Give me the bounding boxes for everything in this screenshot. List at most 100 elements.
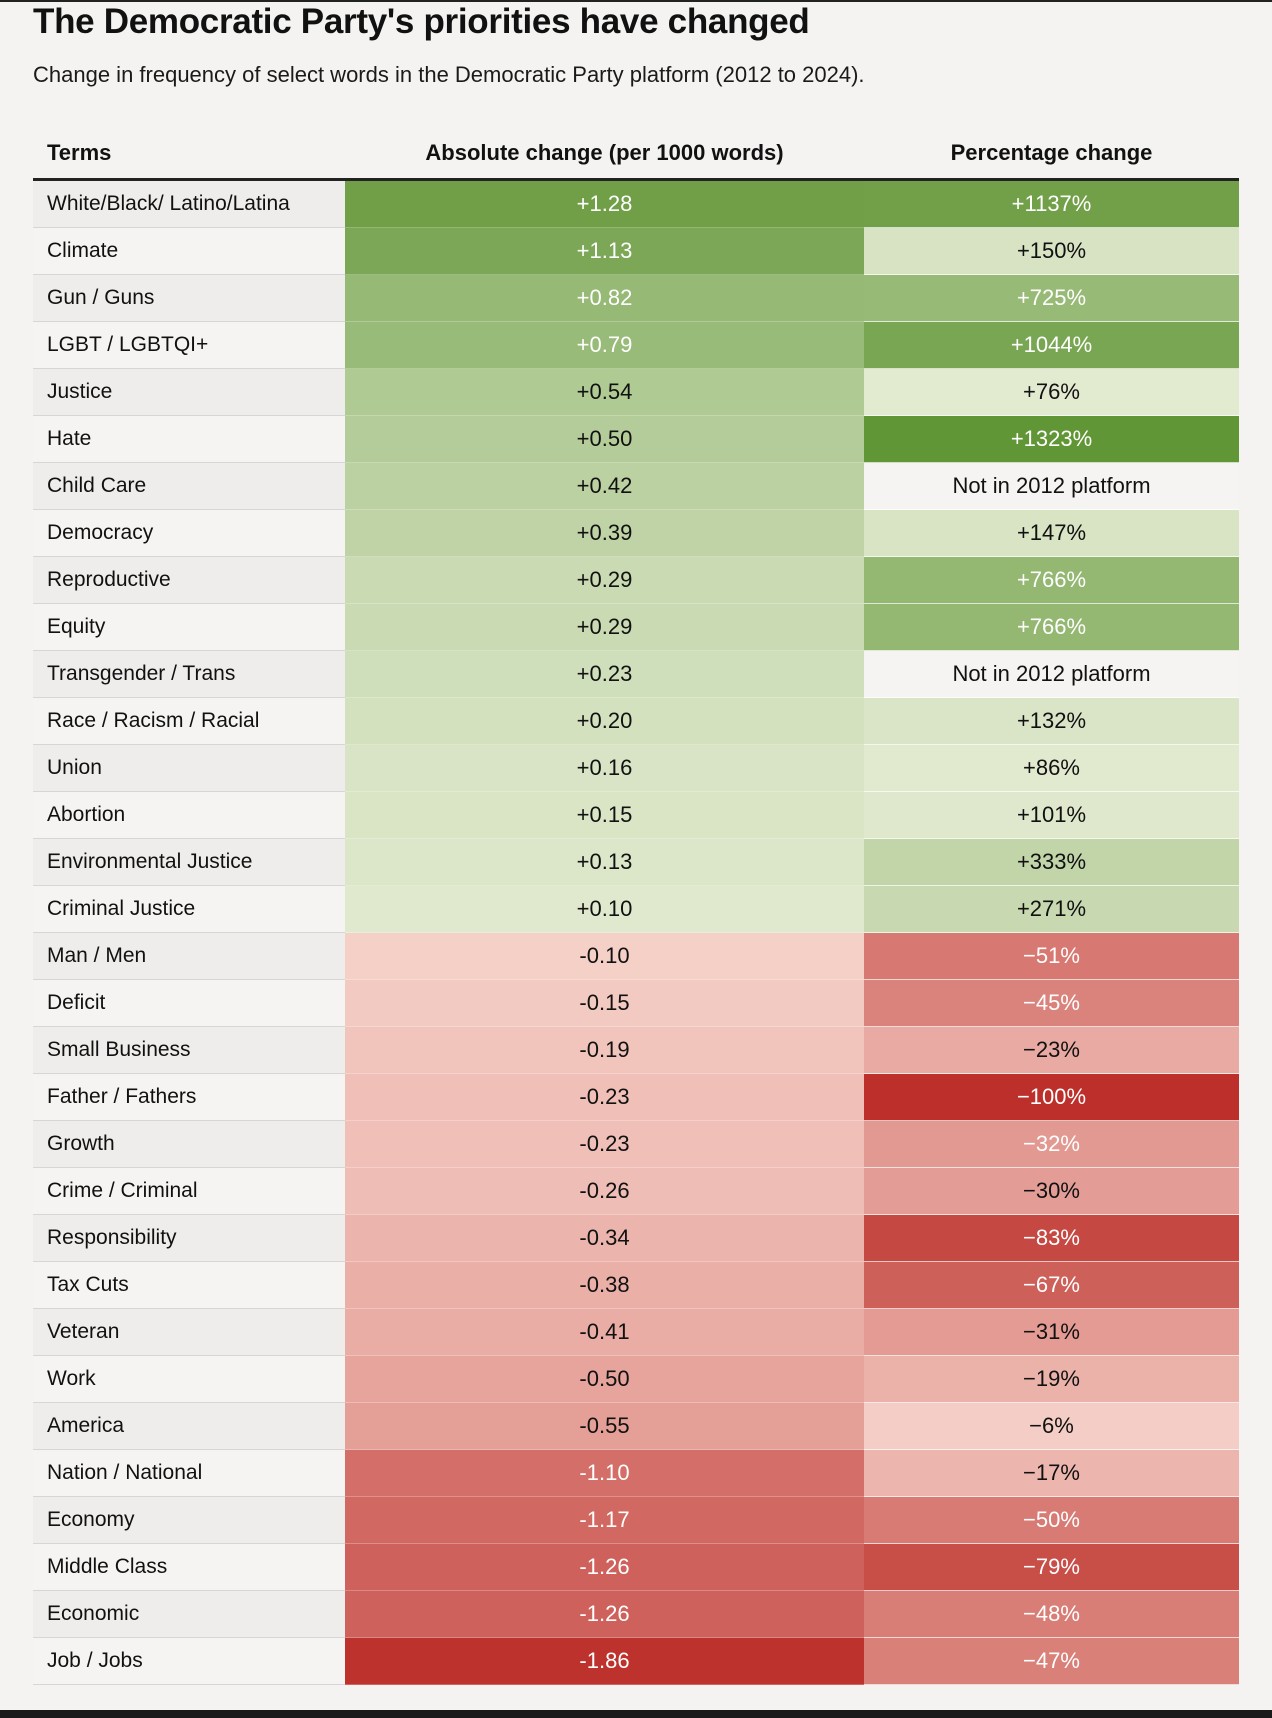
term-cell: White/Black/ Latino/Latina bbox=[33, 181, 345, 228]
term-cell: Job / Jobs bbox=[33, 1638, 345, 1685]
absolute-change-cell: +0.29 bbox=[345, 557, 864, 604]
top-rule bbox=[0, 0, 1272, 2]
percentage-change-cell: −6% bbox=[864, 1403, 1239, 1450]
term-cell: Crime / Criminal bbox=[33, 1168, 345, 1215]
absolute-change-cell: -0.50 bbox=[345, 1356, 864, 1403]
absolute-change-cell: +0.29 bbox=[345, 604, 864, 651]
percentage-change-cell: +101% bbox=[864, 792, 1239, 839]
table-row: Criminal Justice +0.10 +271% bbox=[33, 886, 1239, 933]
absolute-change-cell: +0.79 bbox=[345, 322, 864, 369]
absolute-change-cell: -0.19 bbox=[345, 1027, 864, 1074]
percentage-change-cell: +725% bbox=[864, 275, 1239, 322]
table-row: Environmental Justice +0.13 +333% bbox=[33, 839, 1239, 886]
absolute-change-cell: -0.55 bbox=[345, 1403, 864, 1450]
table-row: Reproductive +0.29 +766% bbox=[33, 557, 1239, 604]
absolute-change-cell: -0.38 bbox=[345, 1262, 864, 1309]
absolute-change-cell: +1.13 bbox=[345, 228, 864, 275]
table-row: Abortion +0.15 +101% bbox=[33, 792, 1239, 839]
term-cell: Work bbox=[33, 1356, 345, 1403]
percentage-change-cell: +150% bbox=[864, 228, 1239, 275]
absolute-change-cell: +0.13 bbox=[345, 839, 864, 886]
percentage-change-cell: −51% bbox=[864, 933, 1239, 980]
table-row: Job / Jobs -1.86 −47% bbox=[33, 1638, 1239, 1685]
column-header-absolute-change: Absolute change (per 1000 words) bbox=[425, 139, 784, 165]
percentage-change-cell: −50% bbox=[864, 1497, 1239, 1544]
chart-title: The Democratic Party's priorities have c… bbox=[33, 2, 810, 41]
column-header-terms: Terms bbox=[47, 139, 112, 165]
term-cell: Climate bbox=[33, 228, 345, 275]
percentage-change-cell: +766% bbox=[864, 557, 1239, 604]
table-row: Nation / National -1.10 −17% bbox=[33, 1450, 1239, 1497]
table-row: Transgender / Trans +0.23 Not in 2012 plat… bbox=[33, 651, 1239, 698]
term-cell: America bbox=[33, 1403, 345, 1450]
absolute-change-cell: -0.23 bbox=[345, 1074, 864, 1121]
absolute-change-cell: -1.26 bbox=[345, 1591, 864, 1638]
bottom-bar bbox=[0, 1710, 1272, 1718]
term-cell: LGBT / LGBTQI+ bbox=[33, 322, 345, 369]
term-cell: Democracy bbox=[33, 510, 345, 557]
term-cell: Veteran bbox=[33, 1309, 345, 1356]
term-cell: Transgender / Trans bbox=[33, 651, 345, 698]
table-row: Race / Racism / Racial +0.20 +132% bbox=[33, 698, 1239, 745]
term-cell: Gun / Guns bbox=[33, 275, 345, 322]
term-cell: Abortion bbox=[33, 792, 345, 839]
percentage-change-cell: −67% bbox=[864, 1262, 1239, 1309]
table-body: White/Black/ Latino/Latina +1.28 +1137% Cli… bbox=[33, 181, 1239, 1685]
term-cell: Deficit bbox=[33, 980, 345, 1027]
absolute-change-cell: -0.34 bbox=[345, 1215, 864, 1262]
percentage-change-cell: −17% bbox=[864, 1450, 1239, 1497]
absolute-change-cell: +0.54 bbox=[345, 369, 864, 416]
term-cell: Criminal Justice bbox=[33, 886, 345, 933]
absolute-change-cell: -1.26 bbox=[345, 1544, 864, 1591]
table-row: Union +0.16 +86% bbox=[33, 745, 1239, 792]
term-cell: Economic bbox=[33, 1591, 345, 1638]
absolute-change-cell: +0.15 bbox=[345, 792, 864, 839]
term-cell: Reproductive bbox=[33, 557, 345, 604]
term-cell: Economy bbox=[33, 1497, 345, 1544]
percentage-change-cell: +132% bbox=[864, 698, 1239, 745]
table-row: Justice +0.54 +76% bbox=[33, 369, 1239, 416]
table-row: Gun / Guns +0.82 +725% bbox=[33, 275, 1239, 322]
percentage-change-cell: +86% bbox=[864, 745, 1239, 792]
absolute-change-cell: +0.42 bbox=[345, 463, 864, 510]
percentage-change-cell: −83% bbox=[864, 1215, 1239, 1262]
data-table: Terms Absolute change (per 1000 words) P… bbox=[33, 127, 1239, 1685]
absolute-change-cell: +0.16 bbox=[345, 745, 864, 792]
absolute-change-cell: -0.23 bbox=[345, 1121, 864, 1168]
percentage-change-cell: −30% bbox=[864, 1168, 1239, 1215]
table-row: Father / Fathers -0.23 −100% bbox=[33, 1074, 1239, 1121]
column-header-percentage-change: Percentage change bbox=[950, 139, 1153, 165]
percentage-change-cell: −32% bbox=[864, 1121, 1239, 1168]
percentage-change-cell: +271% bbox=[864, 886, 1239, 933]
table-row: Responsibility -0.34 −83% bbox=[33, 1215, 1239, 1262]
absolute-change-cell: +0.20 bbox=[345, 698, 864, 745]
percentage-change-cell: +76% bbox=[864, 369, 1239, 416]
percentage-change-cell: −45% bbox=[864, 980, 1239, 1027]
percentage-change-cell: +147% bbox=[864, 510, 1239, 557]
table-row: America -0.55 −6% bbox=[33, 1403, 1239, 1450]
term-cell: Environmental Justice bbox=[33, 839, 345, 886]
term-cell: Hate bbox=[33, 416, 345, 463]
percentage-change-cell: +1044% bbox=[864, 322, 1239, 369]
percentage-change-cell: −23% bbox=[864, 1027, 1239, 1074]
absolute-change-cell: +0.39 bbox=[345, 510, 864, 557]
percentage-change-cell: −79% bbox=[864, 1544, 1239, 1591]
percentage-change-cell: −47% bbox=[864, 1638, 1239, 1685]
term-cell: Man / Men bbox=[33, 933, 345, 980]
chart-subtitle: Change in frequency of select words in t… bbox=[33, 62, 865, 87]
percentage-change-cell: +766% bbox=[864, 604, 1239, 651]
table-row: Child Care +0.42 Not in 2012 platform bbox=[33, 463, 1239, 510]
term-cell: Union bbox=[33, 745, 345, 792]
table-row: Crime / Criminal -0.26 −30% bbox=[33, 1168, 1239, 1215]
term-cell: Responsibility bbox=[33, 1215, 345, 1262]
percentage-change-cell: −31% bbox=[864, 1309, 1239, 1356]
absolute-change-cell: -0.10 bbox=[345, 933, 864, 980]
absolute-change-cell: +0.50 bbox=[345, 416, 864, 463]
absolute-change-cell: +1.28 bbox=[345, 181, 864, 228]
percentage-change-cell: +333% bbox=[864, 839, 1239, 886]
percentage-change-cell: +1137% bbox=[864, 181, 1239, 228]
absolute-change-cell: +0.82 bbox=[345, 275, 864, 322]
term-cell: Race / Racism / Racial bbox=[33, 698, 345, 745]
table-row: White/Black/ Latino/Latina +1.28 +1137% bbox=[33, 181, 1239, 228]
absolute-change-cell: -0.41 bbox=[345, 1309, 864, 1356]
